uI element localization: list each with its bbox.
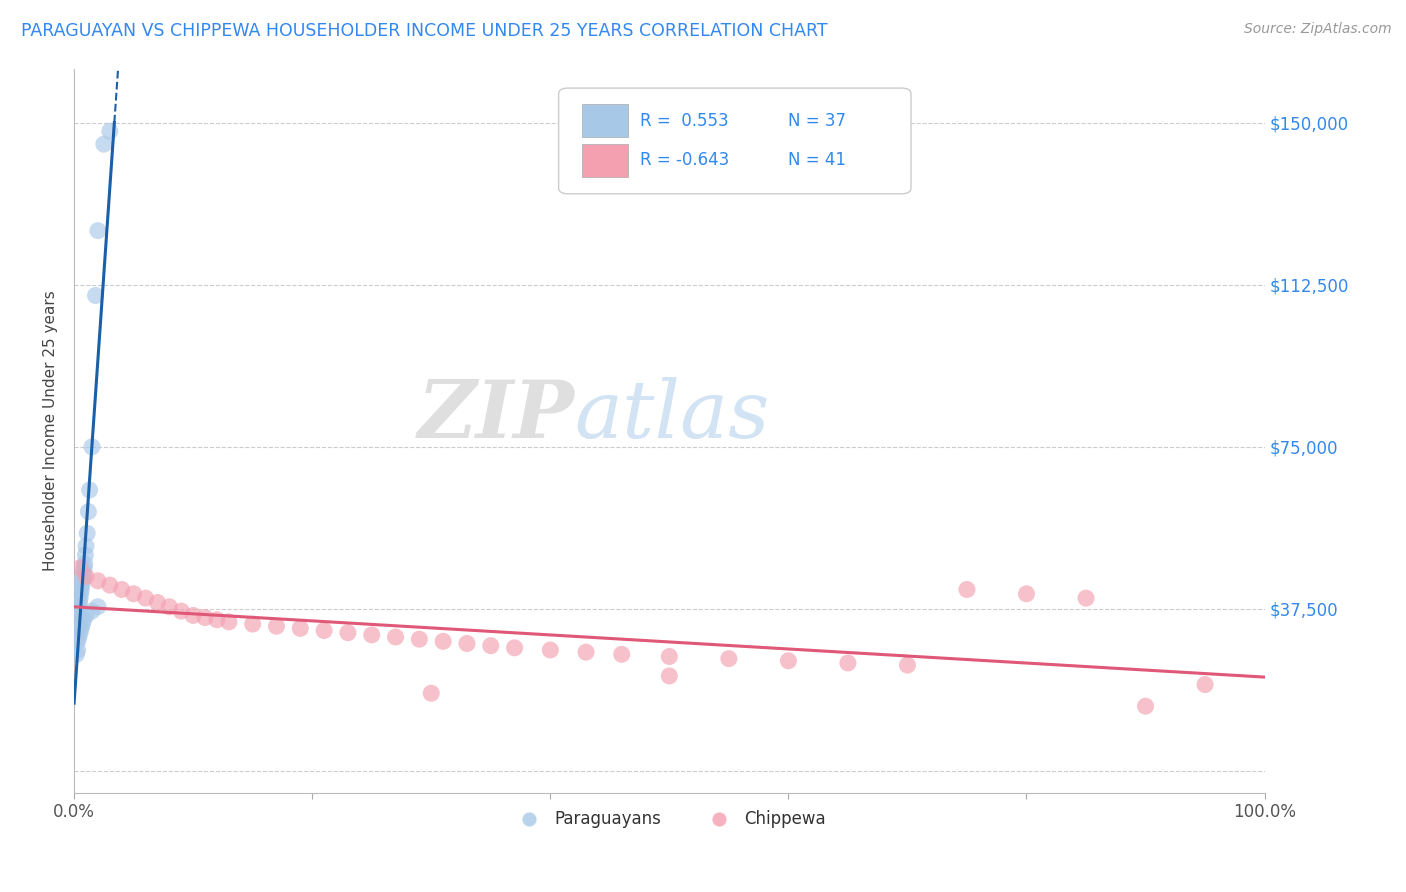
- Point: [218, 615, 240, 629]
- Point: [778, 654, 800, 668]
- Point: [479, 639, 502, 653]
- Point: [432, 634, 454, 648]
- Text: atlas: atlas: [574, 377, 769, 455]
- Point: [80, 604, 103, 618]
- Point: [122, 587, 145, 601]
- Point: [266, 619, 288, 633]
- Point: [93, 137, 115, 152]
- Point: [72, 617, 94, 632]
- Point: [75, 539, 97, 553]
- Point: [205, 613, 228, 627]
- Point: [69, 591, 91, 606]
- Point: [72, 613, 94, 627]
- Point: [111, 582, 134, 597]
- Point: [70, 621, 93, 635]
- Text: ZIP: ZIP: [418, 377, 574, 455]
- Point: [66, 617, 89, 632]
- Point: [896, 658, 918, 673]
- Bar: [582, 144, 627, 178]
- Point: [84, 288, 107, 302]
- Point: [65, 621, 87, 635]
- Point: [146, 595, 169, 609]
- Point: [538, 643, 561, 657]
- Point: [242, 617, 264, 632]
- Text: Source: ZipAtlas.com: Source: ZipAtlas.com: [1244, 22, 1392, 37]
- Point: [194, 610, 217, 624]
- Point: [87, 224, 110, 238]
- Point: [658, 649, 681, 664]
- Bar: [582, 104, 627, 137]
- Point: [181, 608, 204, 623]
- Point: [1135, 699, 1157, 714]
- Text: R = -0.643: R = -0.643: [640, 152, 728, 169]
- Point: [73, 557, 96, 571]
- Point: [290, 621, 312, 635]
- Point: [73, 561, 96, 575]
- Text: N = 37: N = 37: [789, 112, 846, 129]
- Point: [456, 636, 478, 650]
- Point: [72, 569, 94, 583]
- Point: [135, 591, 157, 606]
- Point: [69, 587, 91, 601]
- Point: [66, 634, 89, 648]
- Point: [67, 630, 90, 644]
- Point: [67, 604, 90, 618]
- Point: [98, 124, 121, 138]
- Point: [575, 645, 598, 659]
- Text: R =  0.553: R = 0.553: [640, 112, 728, 129]
- Point: [69, 561, 91, 575]
- Point: [70, 582, 93, 597]
- Y-axis label: Householder Income Under 25 years: Householder Income Under 25 years: [44, 290, 58, 571]
- Point: [98, 578, 121, 592]
- Point: [80, 440, 103, 454]
- Point: [69, 595, 91, 609]
- Point: [67, 599, 90, 614]
- Point: [69, 625, 91, 640]
- Point: [658, 669, 681, 683]
- Point: [384, 630, 406, 644]
- Point: [360, 628, 382, 642]
- Point: [717, 651, 740, 665]
- Point: [1194, 677, 1216, 691]
- Point: [70, 578, 93, 592]
- Point: [75, 569, 97, 583]
- Point: [75, 608, 97, 623]
- Point: [65, 648, 87, 662]
- Legend: Paraguayans, Chippewa: Paraguayans, Chippewa: [506, 804, 832, 835]
- FancyBboxPatch shape: [558, 88, 911, 194]
- Point: [66, 643, 89, 657]
- Point: [420, 686, 443, 700]
- Point: [408, 632, 430, 647]
- Point: [76, 526, 98, 541]
- Point: [87, 599, 110, 614]
- Point: [1015, 587, 1038, 601]
- Point: [956, 582, 979, 597]
- Point: [503, 640, 526, 655]
- Point: [157, 599, 180, 614]
- Point: [170, 604, 193, 618]
- Text: PARAGUAYAN VS CHIPPEWA HOUSEHOLDER INCOME UNDER 25 YEARS CORRELATION CHART: PARAGUAYAN VS CHIPPEWA HOUSEHOLDER INCOM…: [21, 22, 828, 40]
- Point: [837, 656, 859, 670]
- Point: [336, 625, 359, 640]
- Point: [77, 505, 100, 519]
- Point: [1074, 591, 1097, 606]
- Point: [610, 648, 633, 662]
- Point: [87, 574, 110, 588]
- Text: N = 41: N = 41: [789, 152, 846, 169]
- Point: [79, 483, 101, 497]
- Point: [314, 624, 336, 638]
- Point: [72, 565, 94, 579]
- Point: [66, 608, 89, 623]
- Point: [75, 548, 97, 562]
- Point: [65, 613, 87, 627]
- Point: [72, 574, 94, 588]
